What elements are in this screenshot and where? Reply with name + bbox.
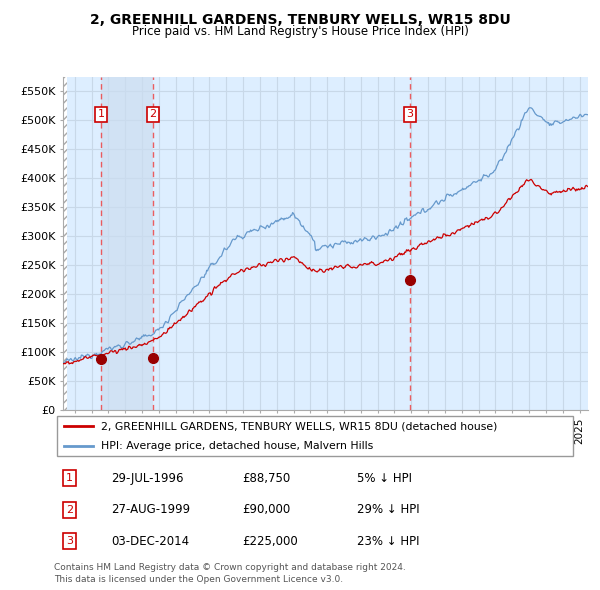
FancyBboxPatch shape (56, 417, 574, 455)
Text: 23% ↓ HPI: 23% ↓ HPI (357, 535, 419, 548)
Text: HPI: Average price, detached house, Malvern Hills: HPI: Average price, detached house, Malv… (101, 441, 373, 451)
Bar (63, 77, 67, 410)
Text: £90,000: £90,000 (242, 503, 290, 516)
Bar (101, 77, 153, 410)
Text: Price paid vs. HM Land Registry's House Price Index (HPI): Price paid vs. HM Land Registry's House … (131, 25, 469, 38)
Text: 1: 1 (98, 109, 104, 119)
Text: Contains HM Land Registry data © Crown copyright and database right 2024.: Contains HM Land Registry data © Crown c… (54, 563, 406, 572)
Text: 3: 3 (406, 109, 413, 119)
Text: £88,750: £88,750 (242, 472, 290, 485)
Text: £225,000: £225,000 (242, 535, 298, 548)
Text: 2: 2 (66, 505, 73, 514)
Text: 29% ↓ HPI: 29% ↓ HPI (357, 503, 419, 516)
Text: 2: 2 (149, 109, 157, 119)
Text: 03-DEC-2014: 03-DEC-2014 (112, 535, 190, 548)
Text: 2, GREENHILL GARDENS, TENBURY WELLS, WR15 8DU: 2, GREENHILL GARDENS, TENBURY WELLS, WR1… (89, 13, 511, 27)
Text: 27-AUG-1999: 27-AUG-1999 (112, 503, 191, 516)
Text: 2, GREENHILL GARDENS, TENBURY WELLS, WR15 8DU (detached house): 2, GREENHILL GARDENS, TENBURY WELLS, WR1… (101, 421, 497, 431)
Text: 29-JUL-1996: 29-JUL-1996 (112, 472, 184, 485)
Text: This data is licensed under the Open Government Licence v3.0.: This data is licensed under the Open Gov… (54, 575, 343, 584)
Text: 3: 3 (66, 536, 73, 546)
Text: 1: 1 (66, 473, 73, 483)
Text: 5% ↓ HPI: 5% ↓ HPI (357, 472, 412, 485)
